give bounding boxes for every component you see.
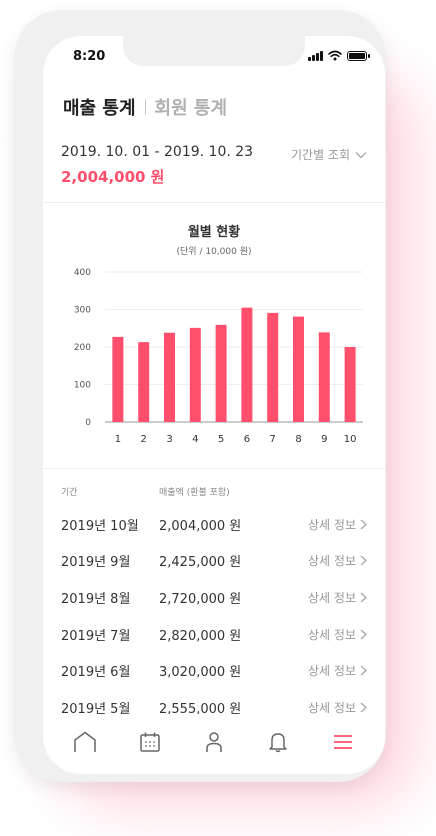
nav-home-button[interactable] (65, 722, 105, 762)
row-amount: 3,020,000 원 (159, 665, 242, 681)
bar (215, 324, 227, 422)
detail-link[interactable]: 상세 정보 (308, 662, 367, 679)
calendar-icon (139, 732, 160, 752)
nav-menu-button[interactable] (323, 722, 363, 762)
detail-label: 상세 정보 (308, 554, 356, 569)
x-tick-label: 9 (321, 434, 327, 445)
tab-sales-stats[interactable]: 매출 통계 (63, 98, 136, 119)
x-tick-label: 3 (166, 434, 172, 445)
nav-profile-button[interactable] (194, 722, 234, 762)
status-time: 8:20 (73, 49, 106, 64)
detail-label: 상세 정보 (308, 627, 356, 642)
row-period: 2019년 10월 (61, 518, 139, 534)
row-period: 2019년 5월 (61, 701, 131, 717)
y-tick-label: 400 (74, 268, 91, 278)
table-row[interactable]: 2019년 9월 2,425,000 원 상세 정보 (43, 543, 385, 580)
column-header-period: 기간 (61, 488, 78, 498)
divider (43, 202, 385, 203)
status-icons (308, 50, 370, 61)
y-tick-label: 300 (74, 306, 91, 316)
phone-screen: 8:20 매출 통계 회원 통계 2019. 10. 01 - 2019. 10… (43, 36, 385, 774)
bell-icon (269, 733, 288, 753)
divider (43, 468, 385, 469)
row-amount: 2,720,000 원 (159, 591, 242, 607)
bar (267, 312, 279, 422)
detail-link[interactable]: 상세 정보 (308, 516, 367, 533)
x-tick-label: 4 (192, 434, 198, 445)
tab-member-stats[interactable]: 회원 통계 (154, 98, 228, 119)
row-amount: 2,425,000 원 (159, 555, 242, 571)
x-tick-label: 10 (344, 434, 357, 445)
user-icon (206, 732, 222, 752)
table-row[interactable]: 2019년 5월 2,555,000 원 상세 정보 (43, 689, 385, 726)
row-amount: 2,820,000 원 (159, 628, 242, 644)
row-period: 2019년 8월 (61, 591, 131, 607)
chart-subtitle: (단위 / 10,000 원) (176, 247, 252, 257)
table-row[interactable]: 2019년 6월 3,020,000 원 상세 정보 (43, 652, 385, 689)
bar (318, 332, 330, 422)
total-amount: 2,004,000 원 (61, 168, 165, 186)
detail-label: 상세 정보 (308, 517, 356, 532)
period-filter-label: 기간별 조회 (290, 148, 350, 162)
notch (123, 36, 305, 66)
chevron-right-icon (360, 592, 367, 603)
nav-notifications-button[interactable] (258, 722, 298, 762)
table-row[interactable]: 2019년 10월 2,004,000 원 상세 정보 (43, 506, 385, 543)
tab-separator (144, 99, 146, 115)
chevron-right-icon (360, 665, 367, 676)
detail-label: 상세 정보 (308, 664, 356, 679)
date-range: 2019. 10. 01 - 2019. 10. 23 (61, 144, 254, 160)
battery-icon (347, 50, 370, 61)
bar (112, 336, 124, 422)
row-period: 2019년 9월 (61, 555, 131, 571)
bar (138, 342, 150, 422)
y-tick-label: 100 (74, 381, 91, 391)
home-icon (74, 731, 96, 752)
x-tick-label: 5 (218, 434, 224, 445)
x-tick-label: 2 (141, 434, 147, 445)
table-row[interactable]: 2019년 7월 2,820,000 원 상세 정보 (43, 616, 385, 653)
detail-label: 상세 정보 (308, 590, 356, 605)
bar (189, 327, 201, 422)
period-filter-button[interactable]: 기간별 조회 (291, 146, 367, 163)
detail-link[interactable]: 상세 정보 (308, 699, 367, 716)
bar (344, 347, 356, 422)
detail-link[interactable]: 상세 정보 (308, 552, 367, 569)
y-tick-label: 0 (85, 418, 91, 428)
signal-icon (308, 50, 323, 61)
stats-tabs: 매출 통계 회원 통계 (63, 94, 227, 120)
wifi-icon (328, 50, 342, 61)
chevron-down-icon (355, 151, 367, 158)
row-amount: 2,004,000 원 (159, 518, 242, 534)
chevron-right-icon (360, 519, 367, 530)
row-period: 2019년 7월 (61, 628, 131, 644)
monthly-bar-chart: 0 100 200 300 400 1 2 3 4 5 6 7 8 9 10 (74, 268, 363, 445)
detail-link[interactable]: 상세 정보 (308, 589, 367, 606)
x-tick-label: 6 (244, 434, 250, 445)
nav-calendar-button[interactable] (130, 722, 170, 762)
x-tick-label: 7 (270, 434, 276, 445)
column-header-amount: 매출액 (환불 포함) (159, 488, 230, 498)
bar (241, 307, 253, 422)
bottom-nav (43, 714, 385, 774)
chevron-right-icon (360, 702, 367, 713)
row-period: 2019년 6월 (61, 665, 131, 681)
sales-list: 2019년 10월 2,004,000 원 상세 정보 2019년 9월 2,425,0… (43, 506, 385, 726)
y-tick-label: 200 (74, 343, 91, 353)
bar (293, 316, 304, 422)
bar (164, 332, 175, 422)
phone-frame: 8:20 매출 통계 회원 통계 2019. 10. 01 - 2019. 10… (14, 10, 386, 782)
detail-link[interactable]: 상세 정보 (308, 626, 367, 643)
row-amount: 2,555,000 원 (159, 701, 242, 717)
menu-icon (333, 735, 352, 749)
x-tick-label: 1 (115, 434, 121, 445)
chart-title: 월별 현황 (187, 225, 241, 240)
chevron-right-icon (360, 555, 367, 566)
detail-label: 상세 정보 (308, 700, 356, 715)
table-row[interactable]: 2019년 8월 2,720,000 원 상세 정보 (43, 579, 385, 616)
x-tick-label: 8 (295, 434, 301, 445)
chevron-right-icon (360, 629, 367, 640)
